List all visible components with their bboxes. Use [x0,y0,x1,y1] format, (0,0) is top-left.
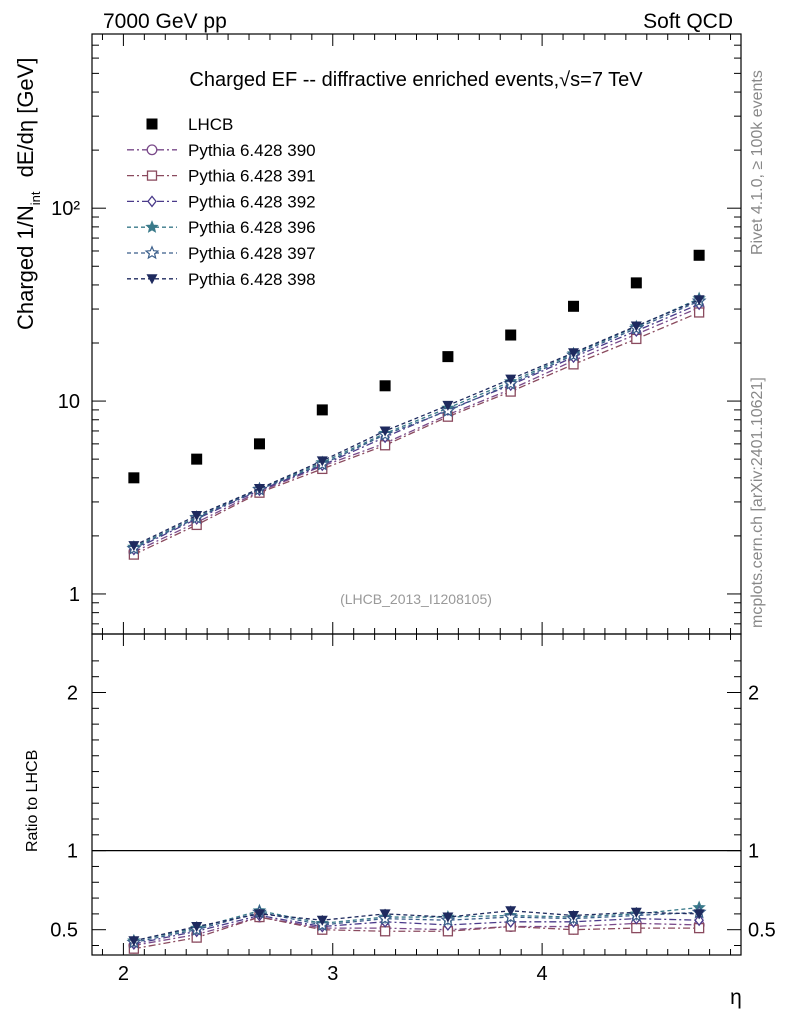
series-pythia-6-428-392 [129,298,704,556]
ratio-series-point [128,936,140,947]
ratio-series-point [379,909,391,920]
ratio-series-line [133,916,700,947]
series-point [442,400,454,411]
chart-title: Charged EF -- diffractive enriched event… [189,69,643,91]
ratio-series-line [133,911,700,943]
mcplots-label: mcplots.cern.ch [arXiv:2401.10621] [749,377,766,628]
ratio-series-point [631,922,642,934]
series-point [253,484,265,495]
ratio-y-tick-label: 2 [67,683,78,705]
y-axis-label-tail: dE/dη [GeV] [13,58,38,184]
legend-label: Pythia 6.428 391 [188,167,316,186]
ratio-series-point [630,907,642,918]
ratio-series-pythia-6-428-392 [129,909,704,950]
ratio-y-tick-label-right: 0.5 [748,920,776,942]
ratio-series-line [133,914,700,945]
ratio-series-point [191,922,203,933]
series-point [693,295,705,306]
series-line [133,297,700,548]
ratio-series-point [503,909,519,924]
legend-marker-lhcb [146,118,158,130]
ratio-series-point [442,912,454,923]
series-point [630,321,642,332]
ratio-y-axis-label: Ratio to LHCB [24,750,41,852]
series-line [133,311,700,556]
ratio-series-line [133,916,700,950]
legend-label: Pythia 6.428 397 [188,244,316,263]
legend: LHCB Pythia 6.428 390 Pythia 6.428 391 Pyth… [127,115,316,289]
ratio-series-pythia-6-428-391 [128,911,705,954]
y-axis-label-subscript: int [28,191,43,205]
legend-marker [146,274,158,285]
legend-label: Pythia 6.428 392 [188,192,316,211]
legend-label: Pythia 6.428 398 [188,270,316,289]
series-point [379,426,391,437]
series-line [133,300,700,550]
y-tick-label: 10² [51,198,80,220]
y-tick-label: 10 [58,391,80,413]
series-point [505,374,517,385]
ratio-y-tick-label: 0.5 [50,920,78,942]
x-tick-label-3: 3 [327,963,338,985]
series-pythia-6-428-397 [126,293,707,555]
series-point [568,348,580,359]
data-point [505,329,517,341]
header-left-label: 7000 GeV pp [103,10,227,33]
header-right-label: Soft QCD [643,10,733,33]
series-pythia-6-428-390 [128,302,705,558]
ratio-y-tick-label-right: 2 [748,683,759,705]
data-point [442,351,454,363]
ratio-series-pythia-6-428-397 [126,904,707,949]
series-pythia-6-428-398 [128,295,705,552]
y-tick-label: 1 [69,584,80,606]
series-line [133,303,700,551]
legend-marker [147,195,157,208]
series-pythia-6-428-391 [128,307,705,560]
data-point [568,300,580,312]
legend-label-lhcb: LHCB [188,115,233,134]
data-point [316,404,328,416]
x-tick-label-4: 4 [537,963,548,985]
series-point [316,456,328,467]
rivet-version-label: Rivet 4.1.0, ≥ 100k events [749,70,766,255]
ratio-series-point [379,926,391,937]
series-lhcb-data [128,249,705,484]
ratio-y-tick-label-right: 1 [748,841,759,863]
ratio-y-tick-label: 1 [67,841,78,863]
ratio-series-point [568,910,580,921]
ratio-series-point [253,909,265,920]
ratio-panel: 2 3 4 0.5 0.5 1 1 2 2 Ratio to LHCB [24,633,776,985]
series-line [133,299,700,547]
analysis-watermark: (LHCB_2013_I1208105) [340,591,492,607]
legend-marker [144,245,160,260]
legend-marker [146,144,158,156]
y-axis-label: Charged 1/Nint dE/dη [GeV] [13,58,43,330]
x-tick-label-2: 2 [118,963,129,985]
legend-label: Pythia 6.428 396 [188,218,316,237]
ratio-frame [91,633,742,956]
series-point [191,511,203,522]
series-point [128,541,140,552]
legend-marker [146,170,158,181]
ratio-series-point [693,909,705,920]
ratio-series-pythia-6-428-398 [128,905,705,947]
series-line [133,307,700,553]
y-axis-label-main: Charged 1/N [13,205,38,330]
legend-marker [145,220,159,233]
data-point [191,453,203,465]
data-point [128,472,140,484]
ratio-series-point [694,914,704,927]
ratio-series-point [316,915,328,926]
data-point [379,380,391,392]
ratio-series-line [133,906,700,942]
x-axis-label: η [730,986,742,1009]
data-point [630,277,642,289]
data-point [253,438,265,450]
legend-label: Pythia 6.428 390 [188,141,316,160]
ratio-series-point [505,906,517,917]
data-point [693,249,705,261]
